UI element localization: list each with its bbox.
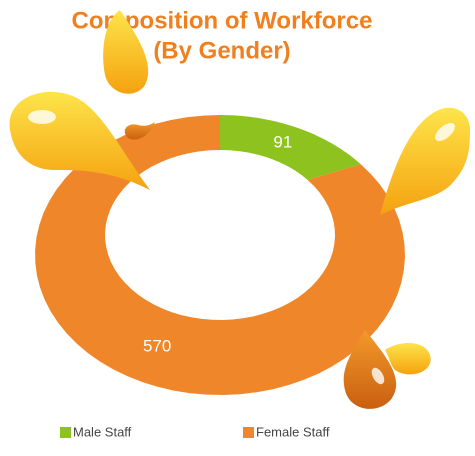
droplet	[124, 122, 155, 140]
decoration	[9, 10, 470, 409]
value-label: 570	[143, 337, 171, 356]
donut: 91 570	[35, 115, 405, 395]
donut-segment	[35, 115, 405, 395]
highlight	[435, 123, 455, 141]
value-label: 91	[273, 132, 292, 151]
highlight	[371, 367, 385, 385]
donut-segment	[220, 115, 361, 180]
legend-label: Male Staff	[73, 424, 132, 439]
droplet	[385, 343, 431, 375]
droplet	[103, 10, 149, 94]
droplet	[343, 330, 397, 409]
droplet	[380, 107, 470, 215]
legend-swatch	[60, 427, 71, 438]
chart-subtitle: (By Gender)	[153, 37, 290, 64]
legend-label: Female Staff	[256, 424, 330, 439]
legend: Male Staff Female Staff	[60, 424, 330, 439]
legend-swatch	[243, 427, 254, 438]
highlight	[28, 110, 56, 124]
